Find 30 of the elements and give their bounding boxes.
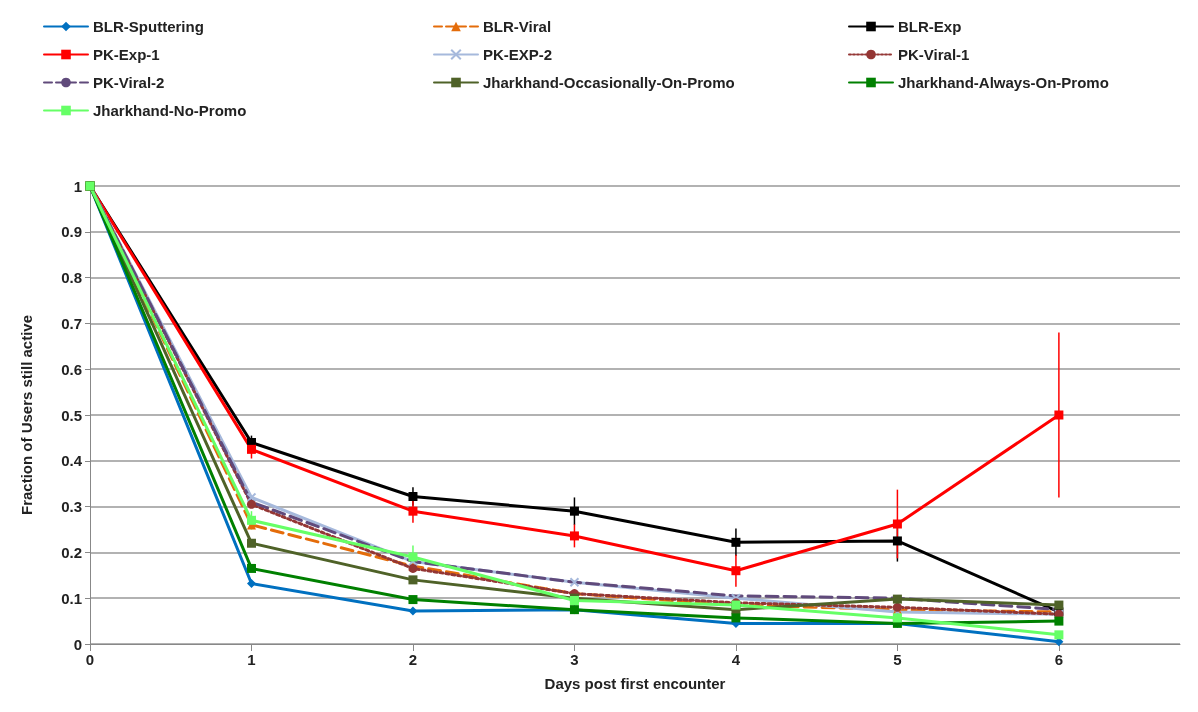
y-tick-label: 0.9 — [61, 223, 82, 241]
legend-label: Jharkhand-No-Promo — [93, 102, 247, 119]
legend-label: Jharkhand-Always-On-Promo — [898, 74, 1109, 91]
legend-label: BLR-Exp — [898, 18, 962, 35]
x-tick-label: 3 — [570, 651, 579, 668]
x-tick-label: 0 — [85, 651, 95, 668]
x-tick-label: 1 — [247, 651, 256, 668]
y-tick-label: 0.8 — [61, 269, 82, 287]
legend-label: Jharkhand-Occasionally-On-Promo — [483, 74, 735, 91]
y-tick-label: 0.3 — [61, 498, 82, 516]
y-tick-label: 0 — [73, 635, 82, 653]
legend-label: PK-EXP-2 — [483, 46, 553, 63]
legend-label: BLR-Viral — [483, 18, 552, 35]
y-tick-label: 0.1 — [61, 589, 82, 607]
x-axis-title: Days post first encounter — [544, 675, 726, 692]
y-tick-label: 0.5 — [61, 406, 82, 424]
x-tick-label: 6 — [1054, 651, 1064, 668]
legend-label: BLR-Sputtering — [93, 18, 204, 35]
y-tick-label: 1 — [73, 177, 82, 195]
x-tick-label: 2 — [408, 651, 418, 668]
y-tick-label: 0.6 — [61, 360, 82, 378]
legend-label: PK-Exp-1 — [93, 46, 160, 63]
y-axis-title: Fraction of Users still active — [18, 314, 35, 516]
x-tick-label: 4 — [731, 651, 741, 668]
legend-label: PK-Viral-2 — [93, 74, 165, 91]
y-tick-label: 0.4 — [61, 452, 83, 470]
legend-label: PK-Viral-1 — [898, 46, 970, 63]
x-tick-label: 5 — [893, 651, 902, 668]
y-tick-label: 0.7 — [61, 314, 82, 332]
y-tick-label: 0.2 — [61, 543, 82, 561]
